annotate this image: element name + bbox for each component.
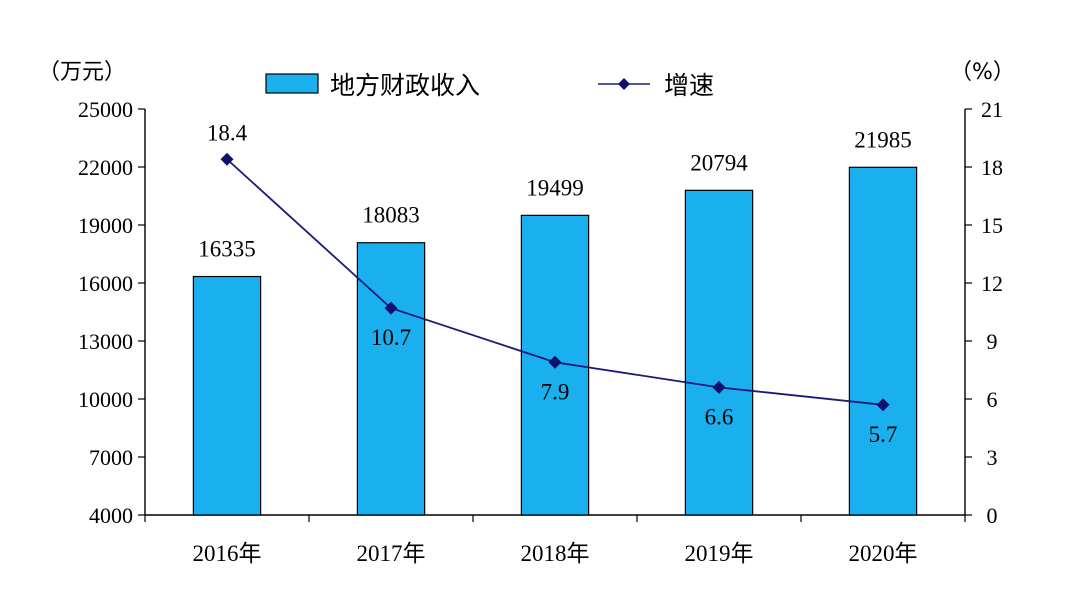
left-axis-ticks: 4000 7000 10000 13000 16000 19000 22000 25000 (78, 97, 145, 528)
x-tick-label: 2018年 (521, 541, 590, 566)
x-tick-label: 2019年 (685, 541, 754, 566)
right-axis-ticks: 0 3 6 9 12 15 18 21 (965, 97, 1003, 528)
x-axis-ticks: 2016年 2017年 2018年 2019年 2020年 (144, 515, 966, 566)
line-value-label: 18.4 (207, 120, 248, 145)
right-tick-label: 6 (987, 387, 998, 412)
bar-series (192, 166, 918, 516)
right-axis-unit: （%） (950, 60, 1015, 85)
left-axis-unit: （万元） (38, 60, 126, 85)
right-tick-label: 12 (981, 271, 1003, 296)
right-tick-label: 9 (987, 329, 998, 354)
left-tick-label: 25000 (78, 97, 133, 122)
line-marker (548, 355, 562, 369)
left-tick-label: 16000 (78, 271, 133, 296)
right-tick-label: 21 (981, 97, 1003, 122)
legend-line-label: 增速 (664, 71, 714, 100)
bar (848, 166, 918, 516)
right-tick-label: 3 (987, 445, 998, 470)
bar (356, 242, 426, 516)
left-tick-label: 7000 (89, 445, 133, 470)
left-tick-label: 19000 (78, 213, 133, 238)
line-marker (712, 380, 726, 394)
line-value-labels: 18.4 10.7 7.9 6.6 5.7 (207, 120, 898, 447)
bar-value-labels: 16335 18083 19499 20794 21985 (198, 127, 912, 261)
bar-value-label: 21985 (854, 127, 912, 152)
x-tick-label: 2016年 (193, 541, 262, 566)
legend-bar-swatch (265, 73, 319, 94)
right-tick-label: 15 (981, 213, 1003, 238)
bar (684, 189, 754, 516)
legend: 地方财政收入 增速 (265, 71, 714, 100)
bar-value-label: 18083 (362, 203, 420, 228)
bar (192, 275, 262, 516)
x-tick-label: 2017年 (357, 541, 426, 566)
bar-value-label: 16335 (198, 237, 256, 262)
x-tick-label: 2020年 (849, 541, 918, 566)
left-tick-label: 4000 (89, 503, 133, 528)
line-marker (220, 152, 234, 166)
line-value-label: 6.6 (705, 404, 734, 429)
legend-line-marker (618, 78, 630, 90)
right-tick-label: 0 (987, 503, 998, 528)
line-series (220, 152, 890, 412)
left-tick-label: 13000 (78, 329, 133, 354)
line-value-label: 7.9 (541, 379, 570, 404)
bar-value-label: 19499 (526, 175, 584, 200)
line-value-label: 5.7 (869, 422, 898, 447)
right-tick-label: 18 (981, 155, 1003, 180)
left-tick-label: 22000 (78, 155, 133, 180)
line-marker (384, 301, 398, 315)
left-tick-label: 10000 (78, 387, 133, 412)
bar-value-label: 20794 (690, 150, 748, 175)
legend-bar-label: 地方财政收入 (330, 71, 480, 100)
line-value-label: 10.7 (371, 325, 411, 350)
line-marker (876, 398, 890, 412)
